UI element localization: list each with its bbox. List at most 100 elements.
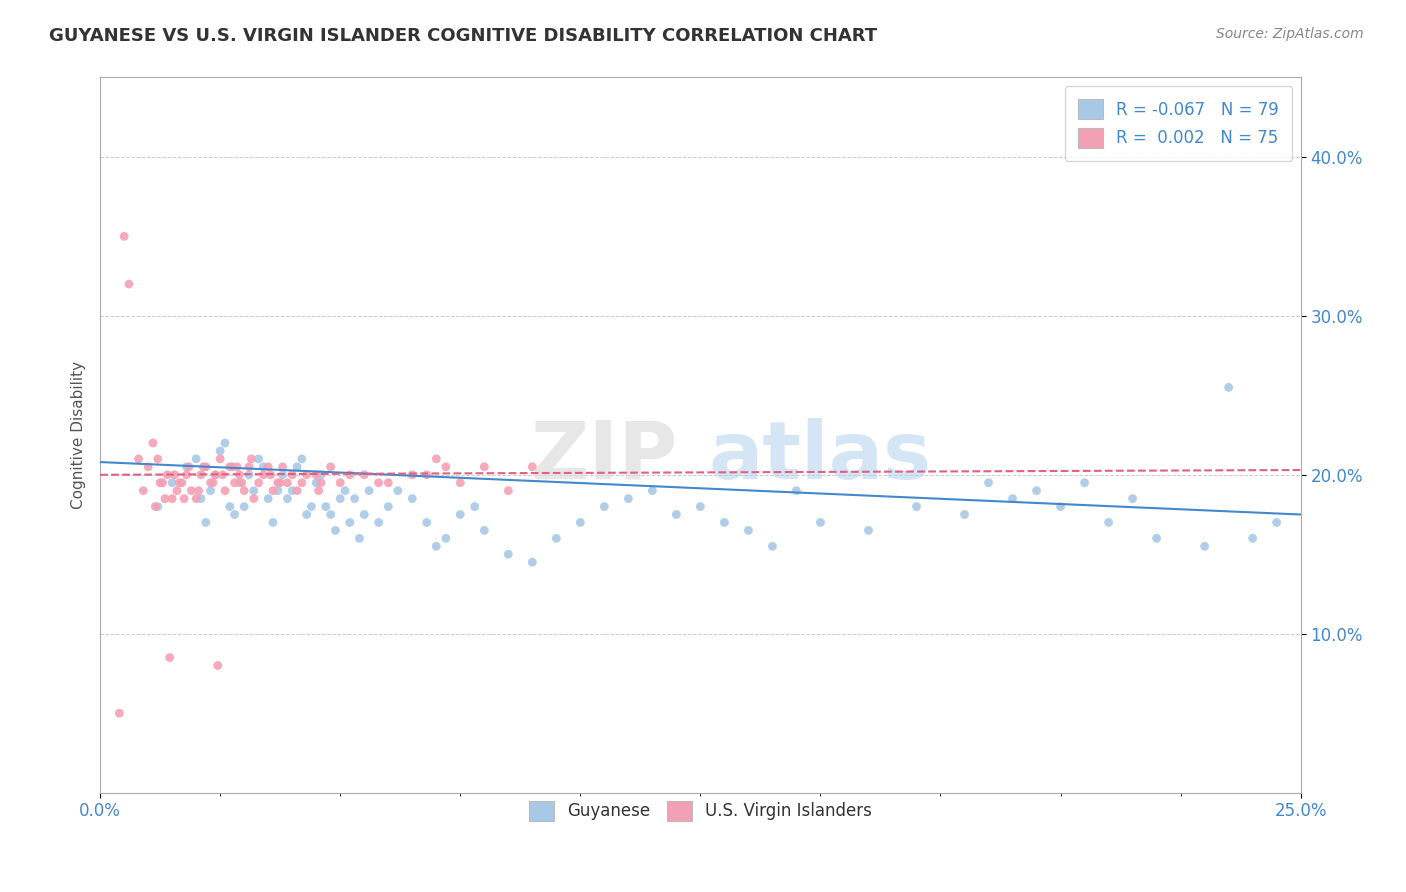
Point xyxy=(136,459,159,474)
Point xyxy=(226,459,249,474)
Point xyxy=(204,467,226,482)
Point xyxy=(211,467,233,482)
Point xyxy=(132,483,155,498)
Point xyxy=(149,475,172,490)
Point xyxy=(271,459,294,474)
Point xyxy=(401,467,423,482)
Point xyxy=(160,475,183,490)
Point xyxy=(434,532,457,546)
Point xyxy=(377,475,399,490)
Point xyxy=(449,475,471,490)
Point xyxy=(295,467,318,482)
Point xyxy=(190,491,212,506)
Point xyxy=(305,475,328,490)
Point xyxy=(737,524,759,538)
Point xyxy=(339,467,361,482)
Point xyxy=(434,459,457,474)
Point xyxy=(349,532,371,546)
Legend: Guyanese, U.S. Virgin Islanders: Guyanese, U.S. Virgin Islanders xyxy=(516,788,886,834)
Point xyxy=(240,451,263,466)
Point xyxy=(201,475,224,490)
Point xyxy=(163,467,186,482)
Point xyxy=(200,475,222,490)
Point xyxy=(276,475,298,490)
Point xyxy=(449,508,471,522)
Point xyxy=(207,658,229,673)
Point xyxy=(464,500,486,514)
Point xyxy=(953,508,976,522)
Point xyxy=(1194,539,1216,553)
Point xyxy=(377,500,399,514)
Point xyxy=(425,451,447,466)
Text: Source: ZipAtlas.com: Source: ZipAtlas.com xyxy=(1216,27,1364,41)
Point xyxy=(810,516,832,530)
Point xyxy=(152,475,174,490)
Point xyxy=(262,516,284,530)
Point xyxy=(187,483,209,498)
Point xyxy=(218,500,240,514)
Point xyxy=(333,483,356,498)
Point xyxy=(329,475,352,490)
Point xyxy=(713,516,735,530)
Point xyxy=(233,500,256,514)
Text: GUYANESE VS U.S. VIRGIN ISLANDER COGNITIVE DISABILITY CORRELATION CHART: GUYANESE VS U.S. VIRGIN ISLANDER COGNITI… xyxy=(49,27,877,45)
Point xyxy=(425,539,447,553)
Point xyxy=(170,475,193,490)
Point xyxy=(1097,516,1119,530)
Point xyxy=(281,483,304,498)
Point xyxy=(252,459,274,474)
Point xyxy=(387,483,409,498)
Point xyxy=(1218,380,1240,394)
Point xyxy=(315,500,337,514)
Point xyxy=(617,491,640,506)
Point xyxy=(257,491,280,506)
Point xyxy=(238,459,260,474)
Point xyxy=(367,475,389,490)
Point xyxy=(238,467,260,482)
Point xyxy=(173,491,195,506)
Point xyxy=(224,508,246,522)
Point xyxy=(977,475,1000,490)
Point xyxy=(415,467,437,482)
Point xyxy=(329,491,352,506)
Point xyxy=(209,444,232,458)
Point xyxy=(247,475,270,490)
Point xyxy=(785,483,807,498)
Point xyxy=(415,516,437,530)
Point xyxy=(295,508,318,522)
Point xyxy=(401,491,423,506)
Point xyxy=(228,475,250,490)
Point xyxy=(257,459,280,474)
Point xyxy=(156,467,179,482)
Point xyxy=(353,508,375,522)
Point xyxy=(522,459,544,474)
Point xyxy=(128,451,150,466)
Point xyxy=(546,532,568,546)
Point xyxy=(291,451,314,466)
Point xyxy=(176,467,198,482)
Point xyxy=(228,467,250,482)
Point xyxy=(1073,475,1095,490)
Point xyxy=(291,475,314,490)
Point xyxy=(339,516,361,530)
Point xyxy=(200,483,222,498)
Point xyxy=(269,475,291,490)
Point xyxy=(233,483,256,498)
Point xyxy=(243,483,266,498)
Point xyxy=(276,491,298,506)
Point xyxy=(1049,500,1071,514)
Point xyxy=(159,650,181,665)
Point xyxy=(112,229,135,244)
Point xyxy=(186,491,208,506)
Point xyxy=(308,483,330,498)
Point xyxy=(1265,516,1288,530)
Point xyxy=(252,467,274,482)
Point xyxy=(169,475,191,490)
Point xyxy=(146,451,169,466)
Point xyxy=(858,524,880,538)
Text: atlas: atlas xyxy=(709,417,932,495)
Point xyxy=(180,483,202,498)
Point xyxy=(569,516,592,530)
Point xyxy=(193,459,215,474)
Point xyxy=(267,483,290,498)
